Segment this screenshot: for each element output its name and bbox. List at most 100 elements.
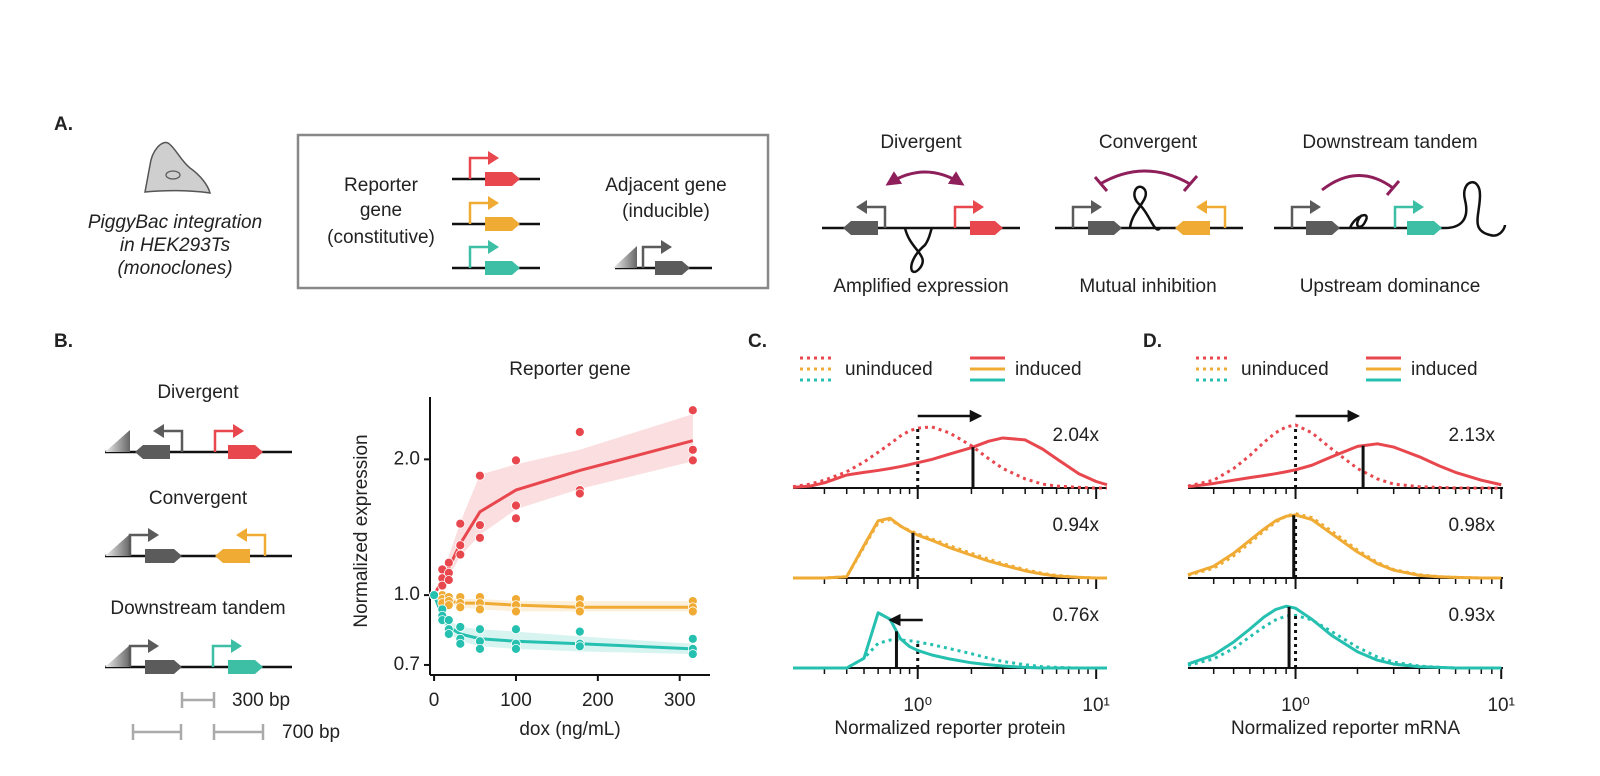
promoter-head [1310, 200, 1321, 214]
legend-label: induced [1015, 359, 1082, 380]
data-point [475, 520, 485, 530]
architecture-name: Downstream tandem [1302, 132, 1477, 153]
x-axis-label: Normalized reporter protein [834, 718, 1065, 739]
architecture-name: Convergent [1099, 132, 1198, 153]
legend-label: uninduced [845, 359, 933, 380]
panel-label: C. [748, 331, 767, 352]
fold-change-label: 2.13x [1449, 425, 1496, 446]
data-point [455, 622, 466, 632]
chart-title: Reporter gene [509, 359, 630, 380]
inducer [105, 534, 130, 556]
legend-text: Adjacent gene [605, 175, 727, 196]
y-tick-label: 1.0 [394, 584, 420, 605]
density-curve [793, 611, 1107, 670]
gene [215, 549, 250, 563]
data-point [437, 580, 448, 591]
y-tick-label: 0.7 [394, 654, 420, 675]
x-tick-label: 0 [429, 690, 440, 711]
x-tick-label: 100 [500, 690, 532, 711]
gene [228, 660, 263, 674]
promoter [468, 201, 489, 224]
data-point [687, 606, 698, 617]
gene [485, 261, 520, 275]
gene [843, 221, 878, 235]
promoter [468, 156, 489, 179]
promoter [128, 533, 149, 556]
fold-change-label: 0.93x [1449, 605, 1496, 626]
legend-label: uninduced [1241, 359, 1329, 380]
promoter-head [488, 151, 499, 165]
interaction [885, 170, 965, 186]
data-point [475, 604, 485, 615]
inhibition-bar [1093, 176, 1109, 192]
gene [1088, 221, 1122, 235]
gene [485, 172, 520, 186]
caption: PiggyBac integration [88, 212, 262, 233]
promoter [468, 245, 489, 268]
promoter [1071, 205, 1092, 228]
promoter-head [153, 424, 164, 438]
promoter [866, 205, 887, 228]
promoter-head [1413, 200, 1424, 214]
data-point [443, 629, 454, 639]
nucleus [165, 170, 181, 180]
legend-text: gene [360, 200, 402, 221]
construct-name: Convergent [149, 488, 248, 509]
legend-text: (inducible) [622, 201, 710, 222]
y-tick-label: 2.0 [394, 448, 420, 469]
legend-label: induced [1411, 359, 1478, 380]
promoter-head [148, 639, 159, 653]
gene [485, 217, 520, 231]
promoter-head [856, 200, 867, 214]
confidence-band [434, 414, 693, 596]
data-point [455, 540, 466, 551]
data-point [511, 624, 521, 635]
inducer [613, 246, 637, 268]
promoter [163, 429, 184, 452]
data-point [574, 641, 585, 652]
data-point [687, 444, 698, 455]
promoter [641, 245, 662, 268]
data-point [574, 488, 585, 499]
gene [970, 221, 1003, 235]
data-point [511, 513, 521, 524]
promoter [1393, 205, 1414, 228]
density-curve [1187, 442, 1502, 489]
x-axis-label: Normalized reporter mRNA [1231, 718, 1460, 739]
data-point [687, 455, 698, 466]
panel-label: B. [54, 331, 73, 352]
interaction [1321, 174, 1394, 192]
density-curve [1187, 513, 1502, 580]
promoter [953, 205, 974, 228]
data-point [511, 455, 521, 466]
architecture-caption: Mutual inhibition [1079, 276, 1216, 297]
data-point [475, 532, 485, 543]
panel-label: A. [54, 114, 73, 135]
dna-loop [1128, 185, 1162, 231]
data-point [443, 615, 454, 626]
gene [145, 660, 182, 674]
legend-text: Reporter [344, 175, 419, 196]
dna-loop [903, 227, 934, 274]
data-point [429, 590, 439, 601]
promoter-head [973, 200, 984, 214]
gene [1407, 221, 1442, 235]
promoter-head [148, 528, 159, 542]
data-point [475, 470, 485, 481]
density-curve [793, 516, 1107, 580]
data-point [443, 575, 454, 585]
data-point [511, 500, 521, 511]
data-point [687, 633, 698, 644]
promoter-head [236, 528, 247, 542]
construct-name: Downstream tandem [110, 598, 285, 619]
data-point [574, 606, 585, 617]
gene [145, 549, 182, 563]
dna-loop [1348, 213, 1368, 229]
promoter-head [231, 639, 242, 653]
fold-change-label: 0.76x [1053, 605, 1100, 626]
data-point [687, 649, 698, 659]
x-tick-label: 10¹ [1082, 695, 1109, 716]
density-curve [792, 436, 1108, 489]
dna-loop [1444, 181, 1507, 237]
